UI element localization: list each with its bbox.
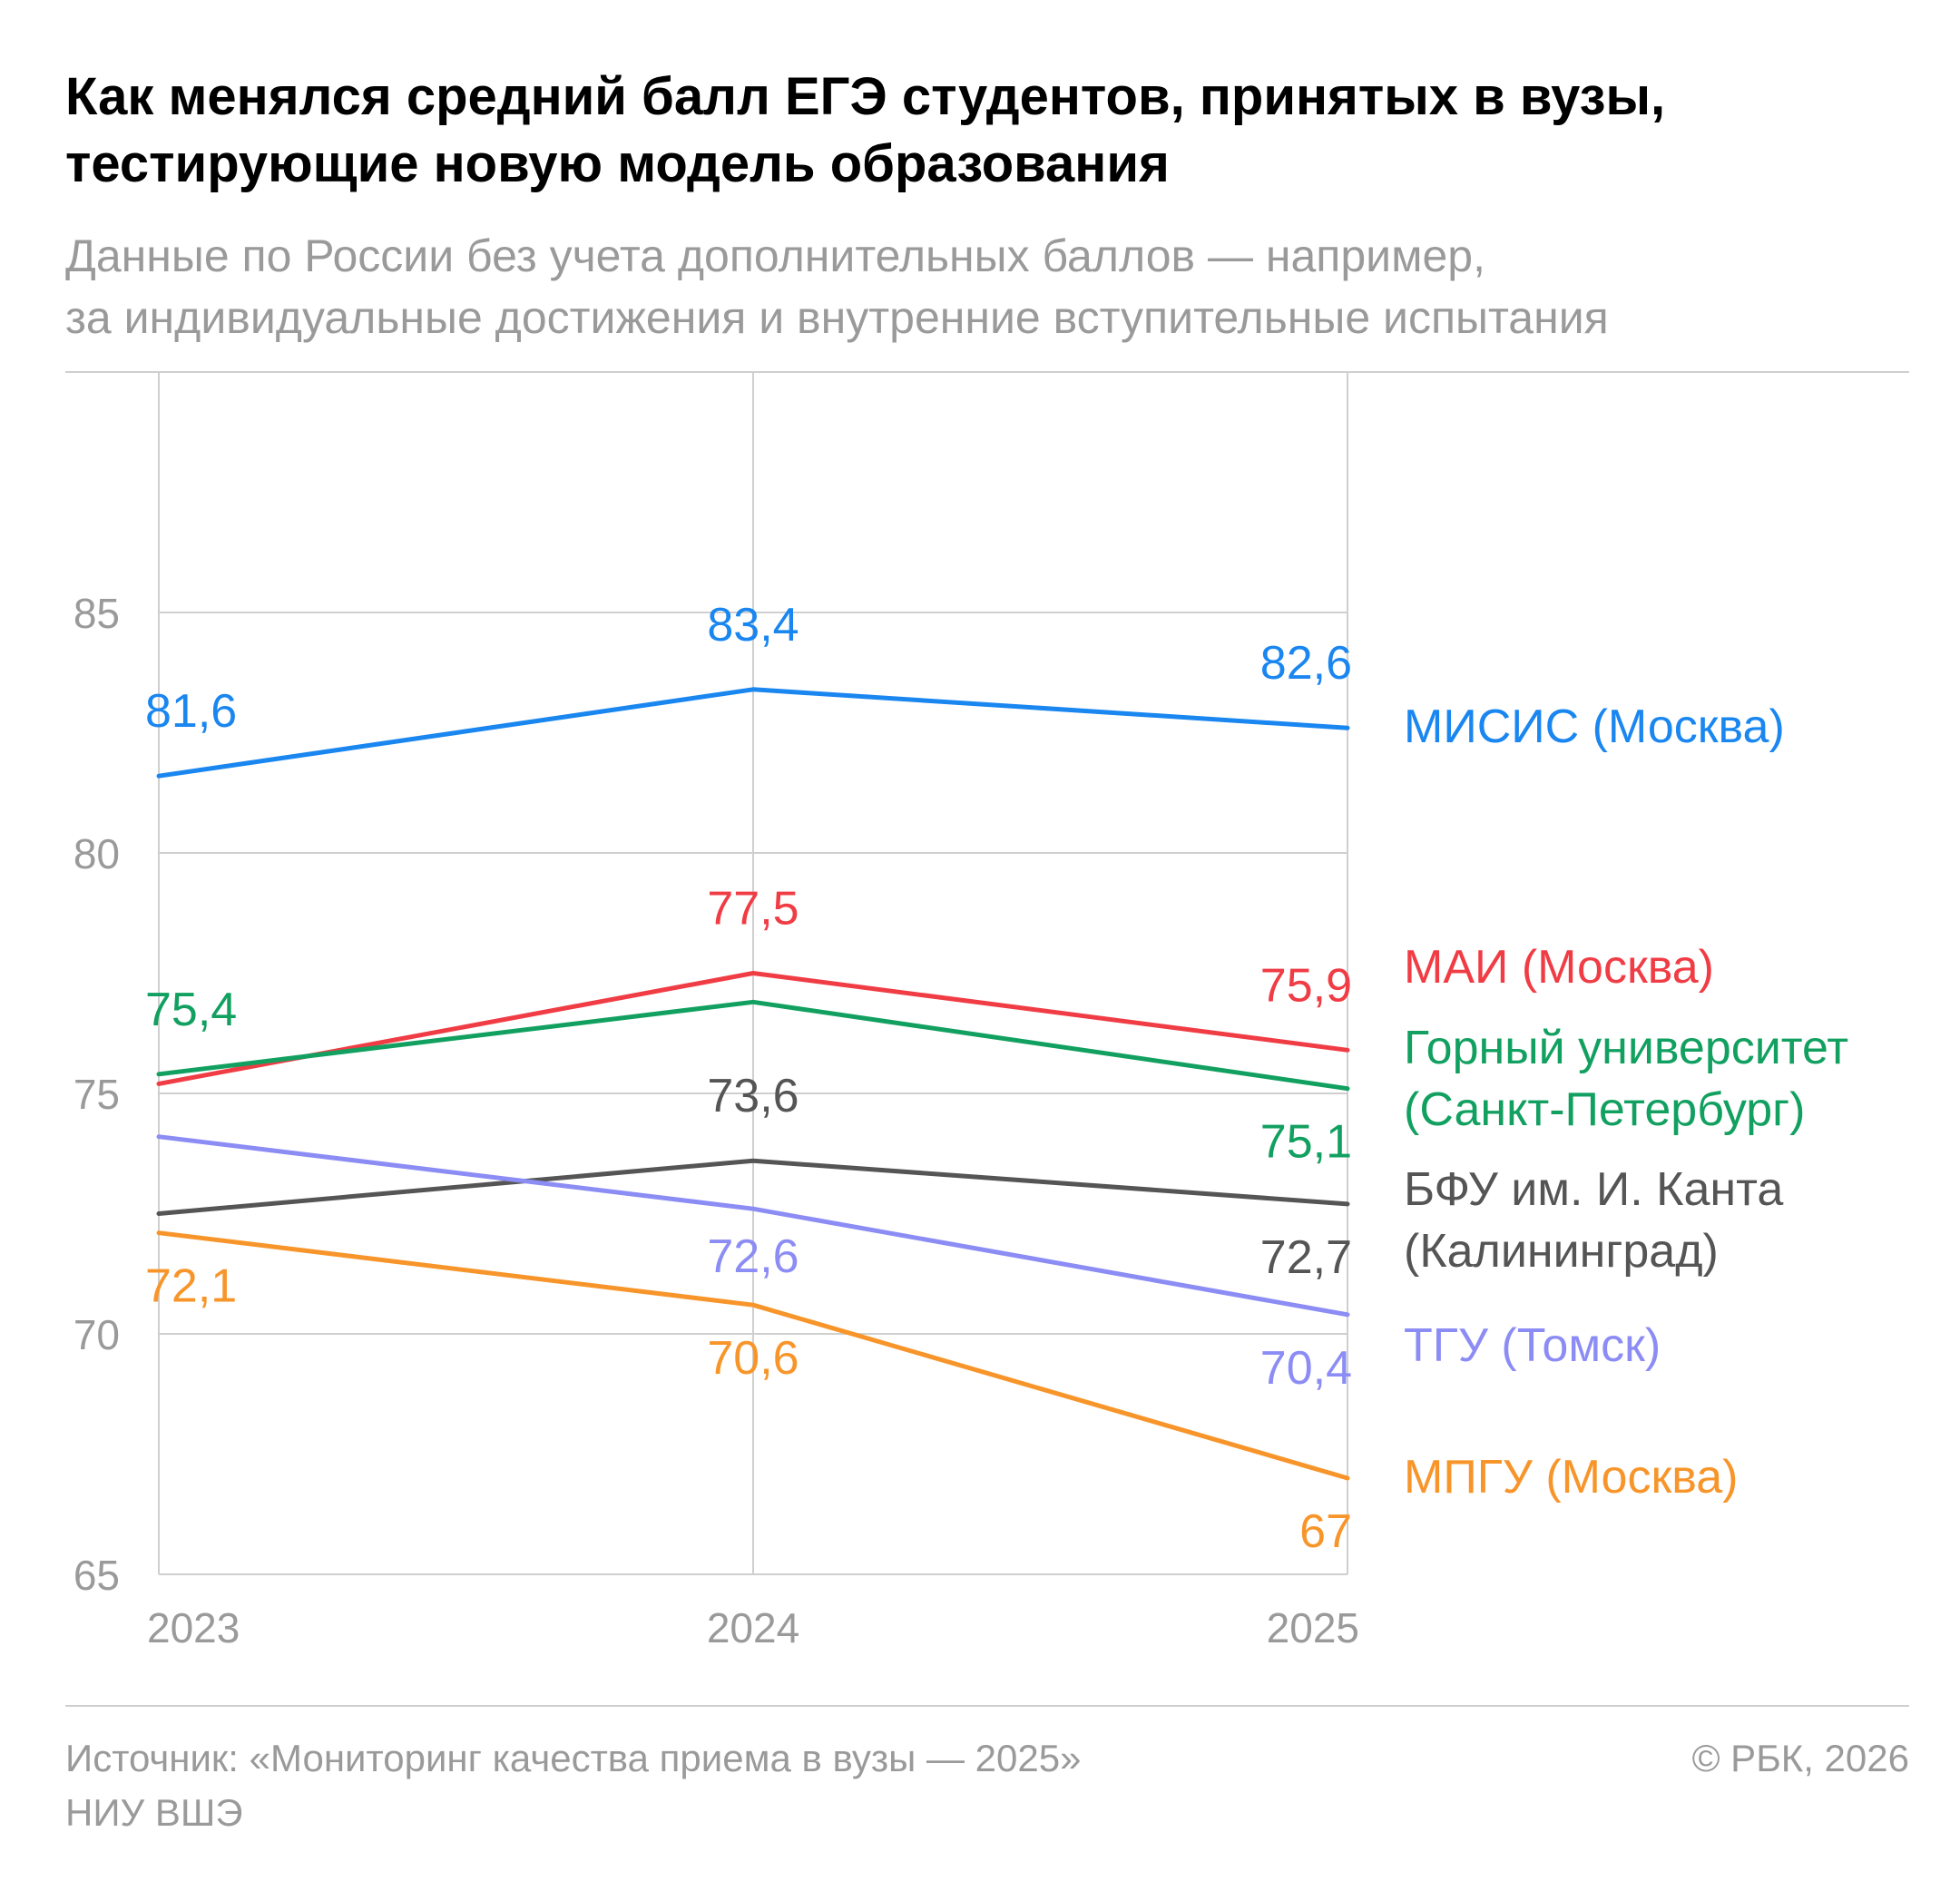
chart-subtitle: Данные по России без учета дополнительны… — [65, 225, 1916, 348]
series-5-line — [156, 1134, 1350, 1318]
series-2-data-label-2024: 77,5 — [707, 883, 799, 936]
series-6-legend-label: МПГУ (Москва) — [1404, 1451, 1739, 1504]
series-3-line — [156, 999, 1350, 1092]
x-tick-label-2024: 2024 — [707, 1604, 799, 1651]
series-4-line — [156, 1158, 1350, 1216]
subtitle-line-1: Данные по России без учета дополнительны… — [65, 230, 1485, 281]
copyright: © РБК, 2026 — [1691, 1737, 1909, 1779]
series-6-data-label-2025: 67 — [1299, 1505, 1352, 1558]
y-tick-label-85: 85 — [74, 590, 120, 637]
series-3-data-label-2025: 75,1 — [1260, 1116, 1352, 1169]
series-6-data-label-2023: 72,1 — [145, 1260, 237, 1313]
series-1-data-label-2025: 82,6 — [1260, 637, 1352, 690]
y-tick-label-75: 75 — [74, 1071, 120, 1118]
series-2-line — [156, 971, 1350, 1086]
series-6-data-label-2024: 70,6 — [707, 1332, 799, 1385]
series-4-data-label-2024: 73,6 — [707, 1070, 799, 1122]
chart-title: Как менялся средний балл ЕГЭ студентов, … — [65, 64, 1916, 198]
source-note: Источник: «Мониторинг качества приема в … — [65, 1731, 1081, 1840]
title-line-2: тестирующие новую модель образования — [65, 134, 1170, 193]
x-tick-label-2025: 2025 — [1267, 1604, 1359, 1651]
series-2-data-label-2025: 75,9 — [1260, 959, 1352, 1012]
series-5-legend-label: ТГУ (Томск) — [1404, 1319, 1661, 1372]
y-tick-label-80: 80 — [74, 830, 120, 877]
series-1-data-label-2024: 83,4 — [707, 599, 799, 652]
source-line-1: Источник: «Мониторинг качества приема в … — [65, 1737, 1082, 1779]
series-4-legend-label: БФУ им. И. Канта — [1404, 1163, 1783, 1216]
series-3-legend-label: Горный университет — [1404, 1022, 1848, 1074]
series-5-data-label-2025: 70,4 — [1260, 1342, 1352, 1395]
source-line-2: НИУ ВШЭ — [65, 1791, 243, 1834]
y-tick-label-65: 65 — [74, 1552, 120, 1599]
series-4-legend-label: (Калининград) — [1404, 1225, 1719, 1278]
series-5-data-label-2024: 72,6 — [707, 1230, 799, 1283]
series-1-data-label-2023: 81,6 — [145, 685, 237, 738]
series-1-line — [156, 687, 1350, 779]
subtitle-line-2: за индивидуальные достижения и внутренни… — [65, 292, 1609, 343]
series-6-line — [156, 1230, 1350, 1481]
x-tick-label-2023: 2023 — [147, 1604, 240, 1651]
series-4-data-label-2025: 72,7 — [1260, 1231, 1352, 1284]
series-3-legend-label: (Санкт-Петербург) — [1404, 1083, 1805, 1136]
series-1-legend-label: МИСИС (Москва) — [1404, 701, 1785, 753]
series-2-legend-label: МАИ (Москва) — [1404, 941, 1714, 994]
series-3-data-label-2023: 75,4 — [145, 984, 237, 1036]
y-tick-label-70: 70 — [74, 1311, 120, 1358]
title-line-1: Как менялся средний балл ЕГЭ студентов, … — [65, 67, 1666, 126]
